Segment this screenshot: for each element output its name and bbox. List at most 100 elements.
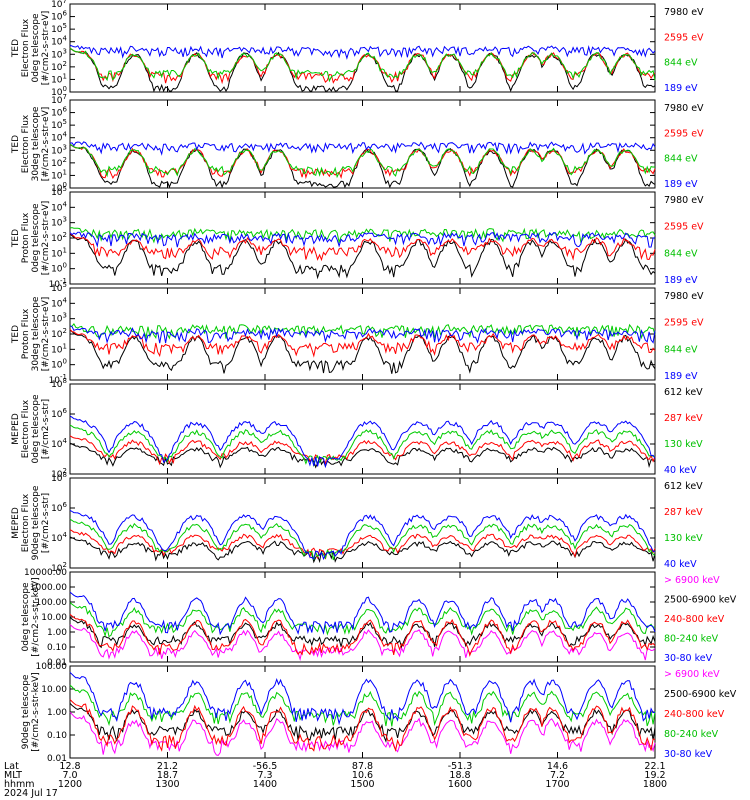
series-line bbox=[69, 325, 656, 344]
x-axis-value: 21.2 bbox=[157, 761, 178, 772]
y-tick-label: 106 bbox=[51, 106, 67, 119]
legend-entry: 130 keV bbox=[664, 533, 703, 544]
y-axis-label-line: 0deg telescope bbox=[31, 13, 41, 83]
x-axis-value: 87.8 bbox=[352, 761, 373, 772]
x-axis-value: 18.7 bbox=[157, 770, 178, 781]
y-tick-label: 10.00 bbox=[41, 685, 67, 695]
legend-entry: 287 keV bbox=[664, 507, 703, 518]
series-line bbox=[69, 143, 656, 179]
y-axis-label-line: [#/cm2-s-str] bbox=[41, 399, 51, 459]
legend-entry: 2500-6900 keV bbox=[664, 689, 737, 700]
series-line bbox=[69, 47, 656, 85]
y-tick-label: 106 bbox=[51, 10, 67, 23]
y-tick-label: 100.00 bbox=[36, 598, 68, 608]
y-axis-label-line: Electron Flux bbox=[21, 18, 31, 77]
y-tick-label: 104 bbox=[51, 35, 67, 48]
panel-frame bbox=[69, 571, 656, 663]
series-line bbox=[69, 684, 656, 727]
y-axis-label: 90deg telescope [#/cm2-s-str-keV] bbox=[21, 672, 41, 751]
y-axis-label-line: 30deg telescope bbox=[31, 106, 41, 181]
y-axis-label-line: [#/cm2-s-str-keV] bbox=[31, 672, 41, 751]
y-axis-label: TED Electron Flux 0deg telescope [#/cm2-s-s… bbox=[11, 11, 51, 86]
y-tick-label: 103 bbox=[51, 47, 67, 60]
x-axis-value: 1500 bbox=[350, 779, 374, 790]
y-tick-label: 102 bbox=[51, 156, 67, 169]
legend-entry: 40 keV bbox=[664, 559, 697, 570]
y-tick-label: 101 bbox=[51, 168, 67, 181]
y-tick-label: 102 bbox=[51, 327, 67, 340]
legend-entry: 2595 eV bbox=[664, 128, 704, 139]
x-axis-value: 18.8 bbox=[449, 770, 470, 781]
series-line bbox=[69, 702, 656, 744]
y-axis-label-line: 90deg telescope bbox=[31, 485, 41, 560]
x-axis-value: -56.5 bbox=[253, 761, 278, 772]
y-axis-label: 0deg telescope [#/cm2-s-str-keV] bbox=[21, 577, 41, 656]
y-axis-label-line: Electron Flux bbox=[21, 399, 31, 458]
panel-frame bbox=[69, 477, 656, 569]
series-line bbox=[69, 518, 656, 561]
y-axis-label-line: [#/cm2-s-str-eV] bbox=[41, 201, 51, 276]
legend-entry: 2595 eV bbox=[664, 32, 704, 43]
y-axis-label: TED Proton Flux 0deg telescope [#/cm2-s-str… bbox=[11, 201, 51, 276]
legend-entry: 189 eV bbox=[664, 275, 698, 286]
legend-entry: 40 keV bbox=[664, 465, 697, 476]
legend-entry: > 6900 keV bbox=[664, 669, 720, 680]
series-line bbox=[69, 424, 656, 468]
legend-entry: 7980 eV bbox=[664, 7, 704, 18]
y-tick-label: 101 bbox=[51, 342, 67, 355]
y-axis-label: TED Electron Flux 30deg telescope [#/cm2-s-… bbox=[11, 106, 51, 181]
x-axis-value: 1800 bbox=[643, 779, 667, 790]
x-axis-value: 1300 bbox=[155, 779, 179, 790]
legend-entry: 844 eV bbox=[664, 154, 698, 165]
legend-entry: 7980 eV bbox=[664, 291, 704, 302]
series-line bbox=[69, 699, 656, 752]
y-tick-label: 105 bbox=[51, 22, 67, 35]
series-line bbox=[69, 529, 656, 560]
x-axis-value: 1200 bbox=[58, 779, 82, 790]
y-axis-label-line: [#/cm2-s-str-eV] bbox=[41, 107, 51, 182]
y-axis-label-line: 0deg telescope bbox=[31, 394, 41, 464]
y-axis-label-line: Electron Flux bbox=[21, 493, 31, 552]
legend-entry: 240-800 keV bbox=[664, 614, 725, 625]
y-axis-label-line: 0deg telescope bbox=[21, 582, 31, 652]
x-axis-value: -51.3 bbox=[448, 761, 473, 772]
y-axis-label-line: Proton Flux bbox=[21, 212, 31, 263]
x-axis-value: 22.1 bbox=[644, 761, 665, 772]
legend-entry: 844 eV bbox=[664, 248, 698, 259]
y-axis-label-line: 0deg telescope bbox=[31, 203, 41, 273]
series-line bbox=[69, 231, 656, 248]
y-tick-label: 101 bbox=[51, 246, 67, 259]
y-tick-label: 100 bbox=[51, 262, 67, 275]
series-line bbox=[69, 415, 656, 469]
y-axis-label-line: TED bbox=[11, 229, 21, 248]
x-axis-value: 1700 bbox=[545, 779, 569, 790]
x-axis-value: 1600 bbox=[448, 779, 472, 790]
y-axis-label-line: [#/cm2-s-str-keV] bbox=[31, 577, 41, 656]
x-axis-value: 1400 bbox=[253, 779, 277, 790]
y-tick-label: 104 bbox=[51, 200, 67, 213]
y-tick-label: 1.00 bbox=[47, 708, 67, 718]
panel-7: 0.010.101.0010.00100.001000.0010000.000d… bbox=[21, 568, 737, 668]
x-axis-value: 14.6 bbox=[547, 761, 568, 772]
legend-entry: 287 keV bbox=[664, 413, 703, 424]
x-axis-row-label: hhmm bbox=[4, 779, 35, 790]
series-line bbox=[69, 442, 656, 469]
date-label: 2024 Jul 17 bbox=[4, 788, 58, 799]
y-axis-label-line: Electron Flux bbox=[21, 114, 31, 173]
y-axis-label: MEPED Electron Flux 90deg telescope [#/cm2-… bbox=[11, 485, 51, 560]
series-line bbox=[69, 47, 656, 93]
x-axis-value: 10.6 bbox=[352, 770, 373, 781]
series-line bbox=[69, 509, 656, 561]
x-axis-value: 12.8 bbox=[59, 761, 80, 772]
y-tick-label: 102 bbox=[51, 231, 67, 244]
legend-entry: 7980 eV bbox=[664, 195, 704, 206]
y-tick-label: 106 bbox=[51, 501, 67, 514]
legend-entry: 612 keV bbox=[664, 481, 703, 492]
y-tick-label: 106 bbox=[51, 407, 67, 420]
y-tick-label: 100.00 bbox=[36, 662, 68, 672]
y-axis-label-line: MEPED bbox=[11, 507, 21, 539]
legend-entry: 189 eV bbox=[664, 179, 698, 190]
